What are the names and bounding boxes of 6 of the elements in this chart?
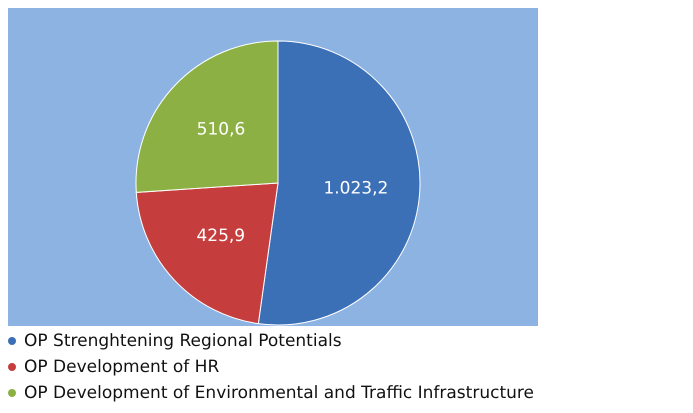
legend-label: OP Development of HR xyxy=(24,357,220,377)
legend-label: OP Strenghtening Regional Potentials xyxy=(24,331,342,351)
data-label: 425,9 xyxy=(196,226,246,246)
data-label: 1.023,2 xyxy=(323,178,388,198)
data-label: 510,6 xyxy=(196,120,246,140)
legend-label: OP Development of Environmental and Traffic Infrastructure xyxy=(24,383,534,403)
